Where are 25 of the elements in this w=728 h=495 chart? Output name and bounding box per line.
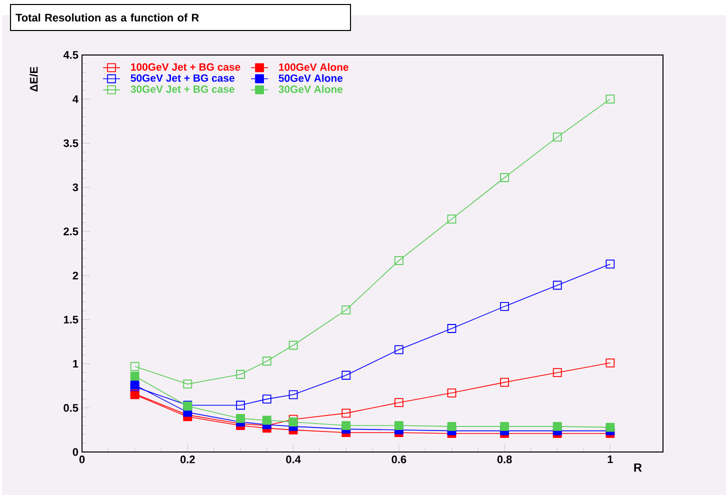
x-axis-title: R: [634, 463, 642, 472]
legend-label: 50GeV Jet + BG case: [130, 74, 234, 82]
x-tick-label: 0.8: [497, 456, 512, 464]
chart-title: Total Resolution as a function of R: [16, 13, 199, 22]
legend-label: 100GeV Alone: [279, 63, 348, 71]
y-tick-label: 2: [72, 272, 78, 280]
y-tick-label: 4.5: [63, 51, 78, 59]
y-tick-label: 0: [72, 448, 78, 456]
x-tick-label: 1: [608, 456, 613, 464]
legend-label: 30GeV Jet + BG case: [130, 85, 234, 93]
y-tick-label: 1: [73, 360, 78, 368]
y-tick-label: 3.5: [63, 139, 78, 148]
y-tick-label: 2.5: [64, 228, 78, 236]
x-tick-label: 0.4: [286, 456, 301, 464]
legend-label: 50GeV Alone: [278, 74, 343, 82]
y-tick-label: 4: [72, 95, 78, 103]
x-tick-label: 0.6: [392, 456, 406, 464]
y-tick-label: 0.5: [64, 404, 78, 412]
legend-label: 100GeV Jet + BG case: [131, 63, 240, 71]
legend-label: 30GeV Alone: [278, 85, 343, 93]
y-tick-label: 3: [72, 183, 78, 192]
y-tick-label: 1.5: [64, 316, 78, 324]
x-tick-label: 0: [79, 456, 85, 464]
y-axis-title: ΔE/E: [30, 66, 38, 92]
x-tick-label: 0.2: [180, 456, 195, 464]
